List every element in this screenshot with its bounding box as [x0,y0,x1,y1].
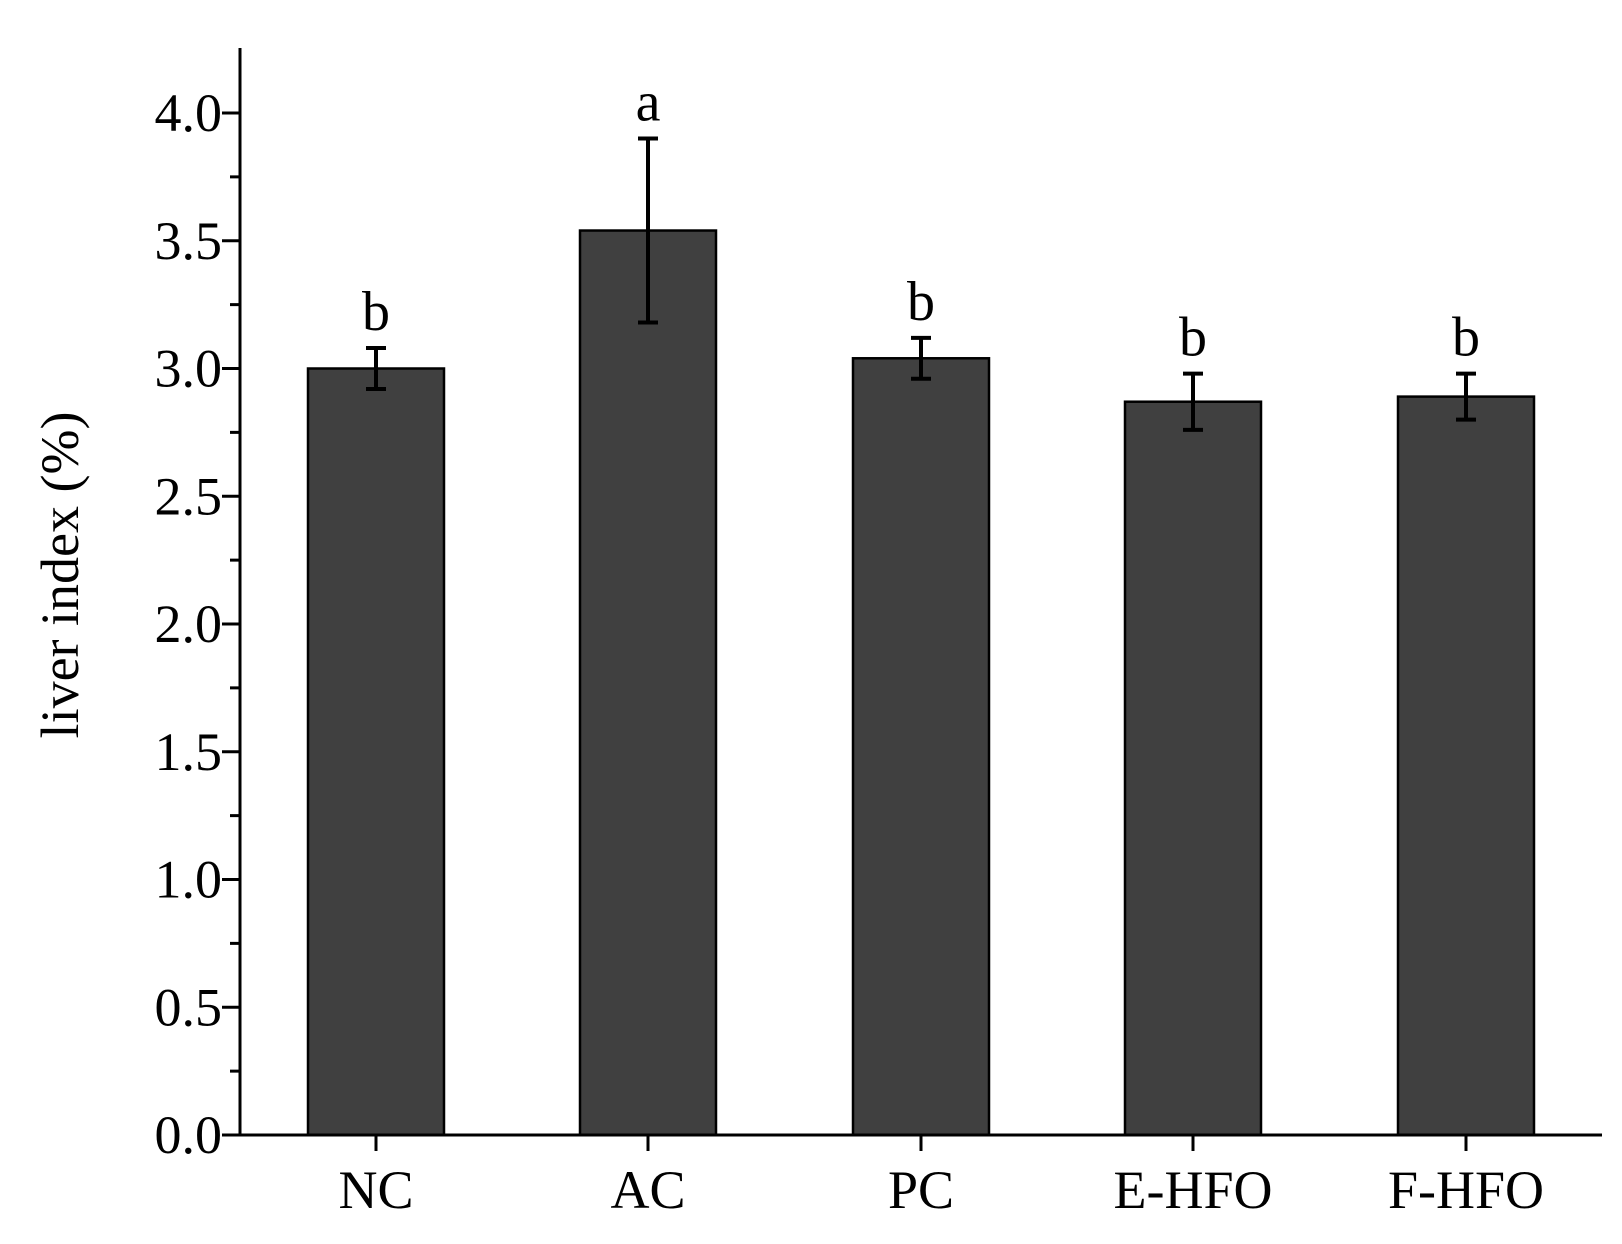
plot-area: b NC a AC b PC b E-HFO b F-HFO 0.0 0.5 1.0 1.5 2.0 2.5 3… [155,48,1602,1220]
significance-label-e-hfo: b [1179,307,1207,369]
y-tick-label: 3.0 [155,339,223,399]
bar-e-hfo [1123,400,1263,1137]
y-tick-label: 4.0 [155,83,223,143]
bar-nc [306,367,446,1137]
x-tick-label-nc: NC [338,1160,413,1220]
bar-f-hfo [1396,395,1536,1137]
significance-label-ac: a [636,72,661,134]
x-tick-label-pc: PC [888,1160,954,1220]
x-tick-label-f-hfo: F-HFO [1388,1160,1544,1220]
significance-label-pc: b [907,271,935,333]
x-tick-label-ac: AC [610,1160,685,1220]
y-tick-label: 2.0 [155,594,223,654]
y-tick-label: 3.5 [155,211,223,271]
significance-label-f-hfo: b [1452,307,1480,369]
y-axis-title: liver index (%) [30,412,90,739]
y-tick-label: 0.0 [155,1105,223,1165]
y-tick-label: 2.5 [155,466,223,526]
y-tick-label: 0.5 [155,977,223,1037]
bar-pc [851,357,991,1137]
y-tick-label: 1.5 [155,722,223,782]
significance-label-nc: b [362,281,390,343]
y-tick-label: 1.0 [155,850,223,910]
x-tick-label-e-hfo: E-HFO [1114,1160,1273,1220]
bar-ac [578,229,718,1137]
